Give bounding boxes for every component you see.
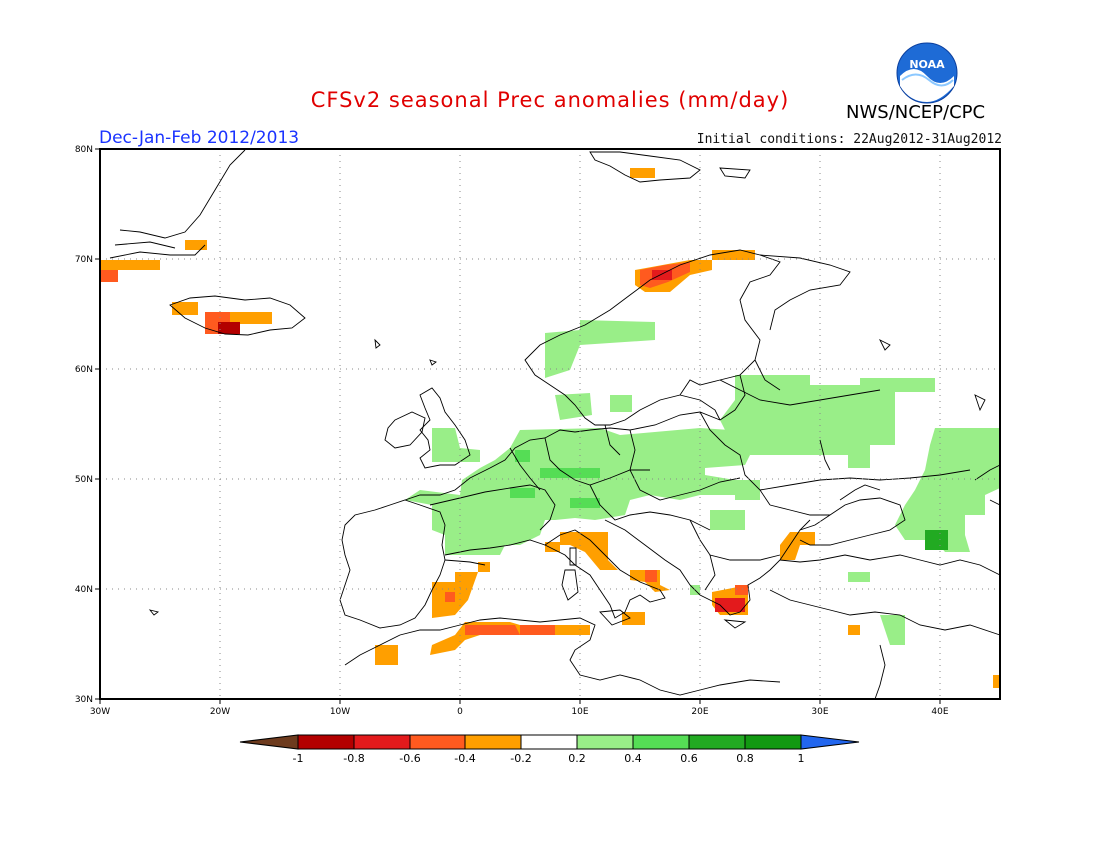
colorbar-tick-label: -0.4 [454, 752, 475, 765]
lon-tick-label: 0 [457, 707, 463, 717]
lon-tick-label: 30W [90, 707, 110, 717]
colorbar-swatch [298, 735, 354, 749]
season-label: Dec-Jan-Feb 2012/2013 [99, 128, 300, 148]
lon-tick-label: 30E [811, 707, 828, 717]
noaa-logo-text: NOAA [909, 58, 945, 71]
colorbar-tick-label: 0.8 [736, 752, 754, 765]
colorbar-tick-label: 0.6 [680, 752, 698, 765]
lon-tick-label: 20E [691, 707, 708, 717]
dry-anomaly-layer [100, 168, 1000, 688]
colorbar-tick-label: -0.2 [510, 752, 531, 765]
noaa-logo-icon: NOAA [896, 42, 958, 104]
colorbar: -1 -0.8 -0.6 -0.4 -0.2 0.2 0.4 0.6 0.8 1 [239, 734, 860, 765]
lat-tick-label: 80N [75, 145, 93, 155]
lat-tick-label: 50N [75, 475, 93, 485]
colorbar-below-min [240, 735, 298, 749]
colorbar-swatch [521, 735, 577, 749]
colorbar-swatch [633, 735, 689, 749]
initial-conditions-label: Initial conditions: 22Aug2012-31Aug2012 [696, 132, 1002, 147]
map-frame [99, 148, 1001, 700]
lon-tick-labels: 30W 20W 10W 0 10E 20E 30E 40E [90, 707, 949, 717]
colorbar-tick-label: -1 [293, 752, 304, 765]
lat-tick-label: 30N [75, 695, 93, 705]
colorbar-tick-labels: -1 -0.8 -0.6 -0.4 -0.2 0.2 0.4 0.6 0.8 1 [293, 752, 805, 765]
lon-tick-label: 40E [931, 707, 948, 717]
lon-tick-label: 10E [571, 707, 588, 717]
lat-tick-label: 70N [75, 255, 93, 265]
lon-tick-label: 20W [210, 707, 230, 717]
colorbar-swatch [465, 735, 521, 749]
lat-tick-label: 60N [75, 365, 93, 375]
wet-anomaly-layer [405, 320, 1000, 645]
colorbar-tick-label: 0.2 [568, 752, 586, 765]
colorbar-swatch [745, 735, 801, 749]
colorbar-tick-label: 0.4 [624, 752, 642, 765]
colorbar-swatch [577, 735, 633, 749]
map-title: CFSv2 seasonal Prec anomalies (mm/day) [310, 88, 790, 112]
lat-tick-labels: 30N 40N 50N 60N 70N 80N [75, 145, 93, 705]
map-ticks [95, 148, 941, 704]
colorbar-swatch [410, 735, 465, 749]
colorbar-tick-label: -0.6 [399, 752, 420, 765]
colorbar-above-max [801, 735, 859, 749]
colorbar-tick-label: 1 [798, 752, 805, 765]
map-grid [100, 149, 1000, 699]
colorbar-swatch [689, 735, 745, 749]
coastlines [109, 149, 1001, 700]
lon-tick-label: 10W [330, 707, 350, 717]
colorbar-tick-label: -0.8 [343, 752, 364, 765]
agency-label: NWS/NCEP/CPC [846, 102, 986, 123]
colorbar-swatch [354, 735, 410, 749]
lat-tick-label: 40N [75, 585, 93, 595]
